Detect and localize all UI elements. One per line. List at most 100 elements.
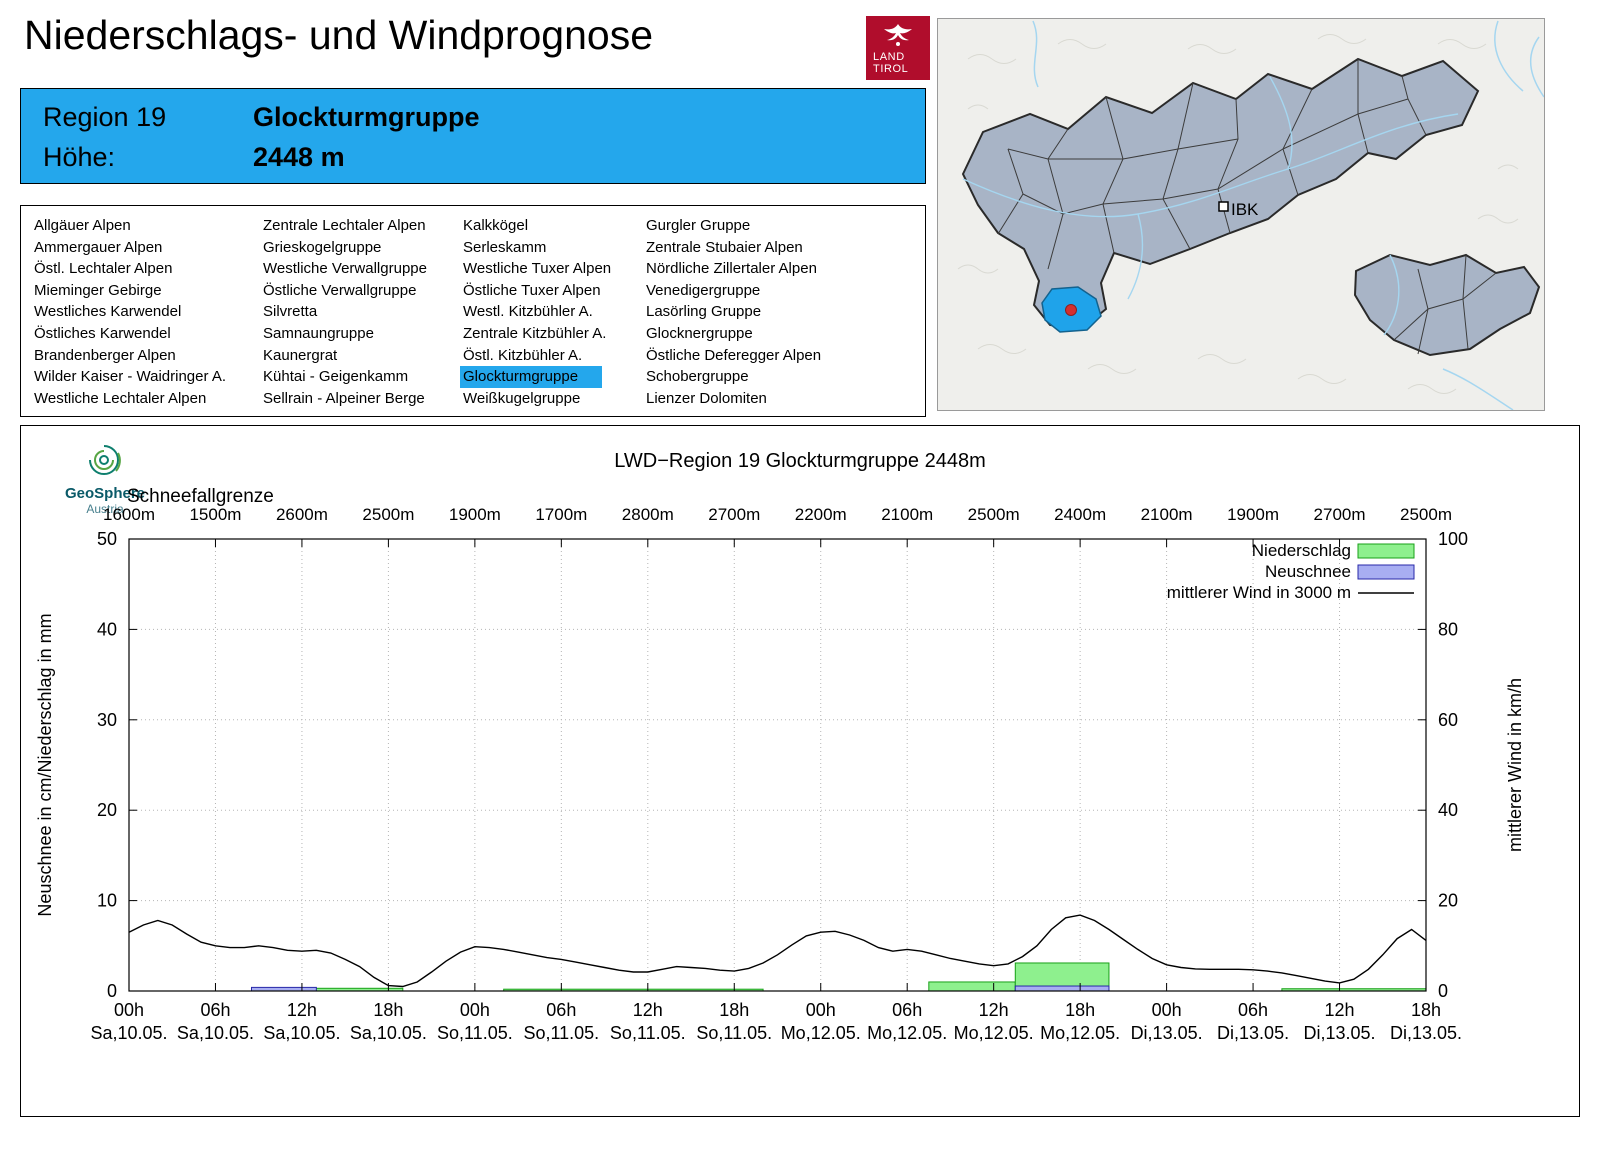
x-date-label: Sa,10.05. — [90, 1023, 167, 1043]
x-hour-label: 06h — [1238, 1000, 1268, 1020]
snowline-value: 2700m — [1314, 506, 1366, 524]
region-list-item[interactable]: Glocknergruppe — [646, 324, 753, 342]
region-list-item[interactable]: Östliche Tuxer Alpen — [463, 281, 601, 299]
region-list-item[interactable]: Östliche Deferegger Alpen — [646, 346, 822, 364]
x-date-label: Mo,12.05. — [954, 1023, 1034, 1043]
snowline-value: 2700m — [708, 506, 760, 524]
snowline-value: 2600m — [276, 506, 328, 524]
x-date-label: Mo,12.05. — [1040, 1023, 1120, 1043]
region-list-item[interactable]: Wilder Kaiser - Waidringer A. — [34, 368, 226, 386]
x-hour-label: 12h — [287, 1000, 317, 1020]
ibk-marker — [1218, 201, 1229, 212]
snowline-value: 1500m — [189, 506, 241, 524]
y-right-tick-label: 100 — [1438, 529, 1468, 549]
region-list-item[interactable]: Weißkugelgruppe — [463, 389, 581, 407]
region-list-item[interactable]: Mieminger Gebirge — [34, 281, 162, 299]
y-right-tick-label: 20 — [1438, 891, 1458, 911]
logo-text: LAND TIROL — [873, 51, 909, 75]
region-list-item[interactable]: Östl. Kitzbühler A. — [463, 346, 583, 364]
snowline-value: 2200m — [795, 506, 847, 524]
altitude-value: 2448 m — [253, 142, 345, 172]
tirol-overview-map[interactable]: IBK — [937, 18, 1545, 411]
x-hour-label: 12h — [979, 1000, 1009, 1020]
precip-bar — [928, 981, 1016, 992]
snowline-value: 2400m — [1054, 506, 1106, 524]
region-list-item[interactable]: Samnaungruppe — [263, 324, 374, 342]
region-list-item[interactable]: Kühtai - Geigenkamm — [263, 368, 409, 386]
region-list-item[interactable]: Schobergruppe — [646, 368, 749, 386]
region-list-item[interactable]: Kalkkögel — [463, 217, 529, 234]
wind-line — [128, 914, 1427, 988]
east-tirol-region[interactable] — [1353, 253, 1541, 357]
y-left-tick-label: 30 — [97, 710, 117, 730]
y-right-tick-label: 60 — [1438, 710, 1458, 730]
geosphere-logo-icon — [89, 445, 121, 475]
snowline-value: 2800m — [622, 506, 674, 524]
x-hour-label: 06h — [546, 1000, 576, 1020]
region-name-value: Glockturmgruppe — [253, 102, 480, 132]
snow-bar — [1014, 985, 1110, 992]
region-list-item[interactable]: Gurgler Gruppe — [646, 217, 751, 234]
y-left-tick-label: 50 — [97, 529, 117, 549]
region-list-item[interactable]: Westliche Lechtaler Alpen — [34, 389, 207, 407]
page-title: Niederschlags- und Windprognose — [24, 12, 654, 58]
region-list-item[interactable]: Brandenberger Alpen — [34, 346, 176, 364]
region-list-item[interactable]: Allgäuer Alpen — [34, 217, 131, 234]
snowline-value: 2500m — [1400, 506, 1452, 524]
region-list-item[interactable]: Östliches Karwendel — [34, 324, 171, 342]
y-left-tick-label: 10 — [97, 891, 117, 911]
y-right-tick-label: 80 — [1438, 619, 1458, 639]
x-hour-label: 18h — [1065, 1000, 1095, 1020]
snowline-value: 2100m — [1141, 506, 1193, 524]
x-date-label: Mo,12.05. — [781, 1023, 861, 1043]
y-left-axis-label: Neuschnee in cm/Niederschlag in mm — [35, 613, 55, 916]
land-tirol-logo: LAND TIROL — [866, 16, 930, 80]
x-date-label: So,11.05. — [523, 1023, 599, 1043]
region-list-item[interactable]: Venedigergruppe — [646, 281, 761, 299]
region-list-item[interactable]: Lienzer Dolomiten — [646, 389, 767, 407]
region-list-item[interactable]: Westliches Karwendel — [34, 303, 182, 321]
forecast-chart-panel: GeoSphere Austria LWD−Region 19 Glocktur… — [20, 425, 1580, 1117]
snowline-value: 1900m — [449, 506, 501, 524]
region-list-item[interactable]: Lasörling Gruppe — [646, 303, 762, 321]
region-list-item[interactable]: Zentrale Stubaier Alpen — [646, 238, 803, 256]
region-info-box: Region 19 Glockturmgruppe Höhe: 2448 m — [20, 88, 926, 184]
geosphere-logo: GeoSphere Austria — [55, 440, 155, 516]
x-date-label: Di,13.05. — [1390, 1023, 1462, 1043]
x-date-label: Sa,10.05. — [350, 1023, 427, 1043]
x-date-label: Mo,12.05. — [867, 1023, 947, 1043]
region-list-item[interactable]: Nördliche Zillertaler Alpen — [646, 260, 817, 278]
region-list-item[interactable]: Zentrale Kitzbühler A. — [463, 324, 607, 342]
x-hour-label: 18h — [373, 1000, 403, 1020]
y-right-axis-label: mittlerer Wind in km/h — [1505, 678, 1525, 852]
region-list-item[interactable]: Östliche Verwallgruppe — [263, 281, 417, 299]
x-date-label: Sa,10.05. — [263, 1023, 340, 1043]
x-hour-label: 00h — [1152, 1000, 1182, 1020]
station-dot — [1065, 304, 1077, 316]
region-list-item[interactable]: Zentrale Lechtaler Alpen — [263, 217, 426, 234]
snowline-value: 2500m — [968, 506, 1020, 524]
x-date-label: So,11.05. — [610, 1023, 686, 1043]
y-left-tick-label: 40 — [97, 619, 117, 639]
x-hour-label: 00h — [460, 1000, 490, 1020]
region-list-item[interactable]: Westliche Tuxer Alpen — [463, 260, 612, 278]
region-list-item[interactable]: Silvretta — [263, 303, 318, 321]
region-list-item[interactable]: Westliche Verwallgruppe — [263, 260, 427, 278]
region-list-item[interactable]: Grieskogelgruppe — [263, 238, 382, 256]
geosphere-name: GeoSphere — [64, 485, 146, 502]
geosphere-sub: Austria — [86, 502, 124, 516]
region-list-item[interactable]: Östl. Lechtaler Alpen — [34, 260, 173, 278]
region-list-item[interactable]: Westl. Kitzbühler A. — [463, 303, 593, 321]
region-list-item[interactable]: Glockturmgruppe — [460, 366, 603, 388]
forecast-plot: 0 10 20 30 40 50 0 20 40 60 80 100 00h Sa,10.05. 1600m… — [35, 506, 1525, 1043]
x-hour-label: 18h — [1411, 1000, 1441, 1020]
region-list-item[interactable]: Serleskamm — [463, 238, 547, 256]
region-list-item[interactable]: Kaunergrat — [263, 346, 338, 364]
legend-label: mittlerer Wind in 3000 m — [1167, 583, 1351, 602]
snowline-value: 1700m — [535, 506, 587, 524]
region-list-column: Gurgler Gruppe Zentrale Stubaier Alpen Nör… — [646, 215, 925, 416]
region-list-item[interactable]: Ammergauer Alpen — [34, 238, 163, 256]
region-list-item[interactable]: Sellrain - Alpeiner Berge — [263, 389, 425, 407]
map-svg: IBK — [957, 20, 1545, 411]
region-list-column: Zentrale Lechtaler Alpen Grieskogelgruppe… — [263, 215, 463, 416]
